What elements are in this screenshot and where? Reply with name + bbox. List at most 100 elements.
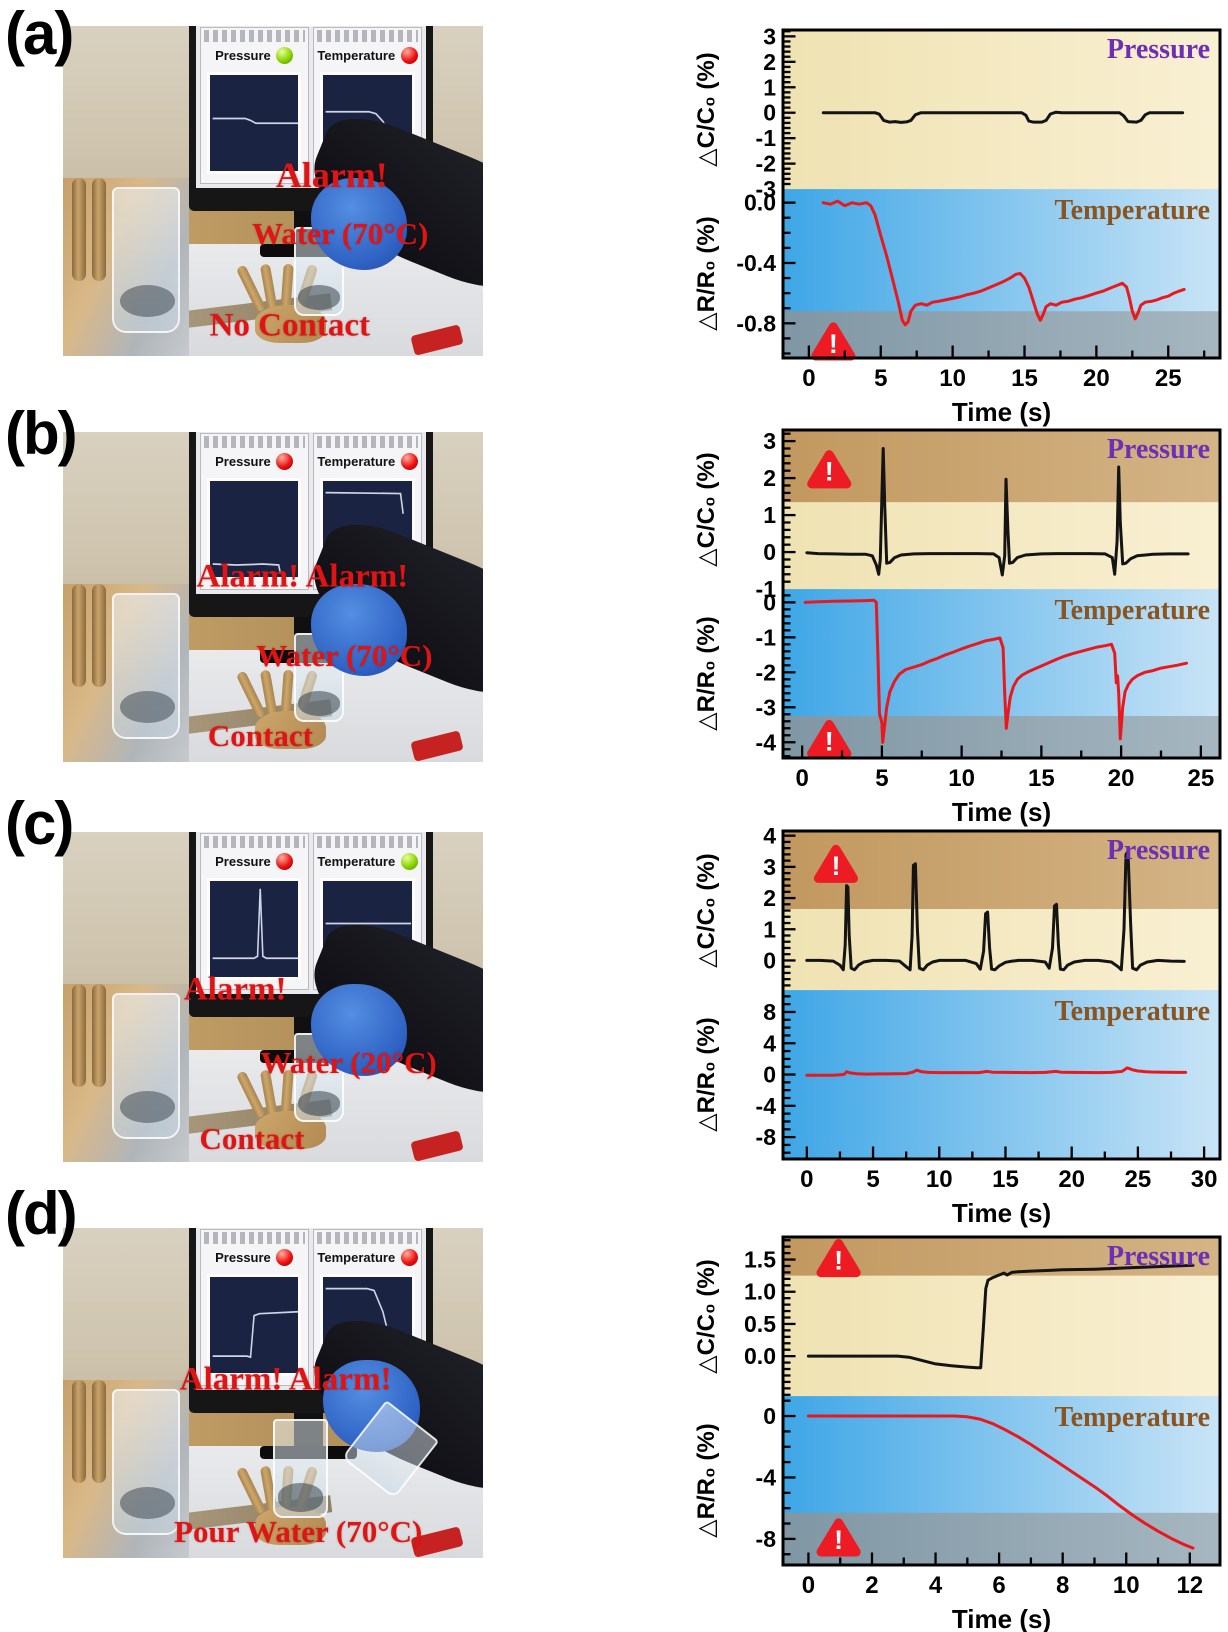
inset-finger <box>91 1379 106 1484</box>
receiving-beaker <box>273 1419 328 1519</box>
svg-text:Time (s): Time (s) <box>952 1198 1051 1228</box>
svg-text:8: 8 <box>1056 1572 1069 1599</box>
svg-text:0.0: 0.0 <box>744 1343 776 1369</box>
svg-text:12: 12 <box>1176 1572 1203 1599</box>
water <box>277 1483 324 1512</box>
panel-label-d: (d) <box>5 1180 78 1247</box>
window-title: Temperature <box>317 1249 396 1265</box>
window-title: Temperature <box>317 853 396 869</box>
mini-chart <box>207 71 302 175</box>
svg-text:0.5: 0.5 <box>744 1311 776 1337</box>
svg-text:△C/C₀ (%): △C/C₀ (%) <box>693 452 720 567</box>
inset-finger <box>71 177 86 282</box>
svg-text:8: 8 <box>763 999 776 1025</box>
svg-text:0: 0 <box>802 365 815 392</box>
status-light-red <box>400 46 418 64</box>
window-header: Temperature <box>314 448 421 474</box>
svg-text:15: 15 <box>1028 765 1055 792</box>
svg-text:4: 4 <box>763 828 776 849</box>
status-light-green <box>276 46 294 64</box>
status-light-red <box>400 1248 418 1266</box>
inset-glass <box>112 186 181 333</box>
svg-text:!: ! <box>829 329 838 359</box>
window-menu-strip <box>203 435 305 449</box>
svg-text:-8: -8 <box>756 1124 777 1150</box>
svg-text:1: 1 <box>763 916 776 942</box>
svg-text:1: 1 <box>763 502 776 528</box>
panel-b: (b) Pressure Temperature Alarm! Alarm! Wat… <box>0 400 1228 827</box>
svg-text:0: 0 <box>763 1403 776 1429</box>
inset-finger <box>71 983 86 1088</box>
overlay-layer: Alarm! Water (70°C) No Contact <box>63 26 483 356</box>
water <box>298 284 341 311</box>
svg-text:-2: -2 <box>756 151 776 177</box>
svg-text:△C/C₀ (%): △C/C₀ (%) <box>693 52 720 167</box>
status-light-red <box>276 452 294 470</box>
svg-text:-0.8: -0.8 <box>736 310 776 336</box>
svg-text:-4: -4 <box>756 729 777 755</box>
app-window-pressure: Pressure <box>199 26 309 184</box>
svg-text:△C/C₀ (%): △C/C₀ (%) <box>693 1259 720 1374</box>
svg-text:4: 4 <box>763 1030 776 1056</box>
inset-closeup <box>63 983 189 1162</box>
status-light-red <box>276 852 294 870</box>
svg-text:△C/C₀ (%): △C/C₀ (%) <box>693 853 720 968</box>
inset-glass <box>112 1388 181 1535</box>
panel-label-c: (c) <box>5 790 74 857</box>
svg-text:20: 20 <box>1083 365 1110 392</box>
svg-text:-1: -1 <box>756 125 777 151</box>
window-title: Pressure <box>215 853 271 869</box>
svg-text:0: 0 <box>795 765 808 792</box>
inset-glass <box>112 992 181 1139</box>
overlay-text: Water (70°C) <box>252 215 429 251</box>
window-header: Pressure <box>201 42 308 68</box>
app-window-pressure: Pressure <box>199 832 309 990</box>
svg-text:△R/R₀ (%): △R/R₀ (%) <box>693 1017 720 1132</box>
svg-text:Pressure: Pressure <box>1107 835 1210 866</box>
inset-finger <box>91 583 106 688</box>
svg-text:20: 20 <box>1108 765 1135 792</box>
panel-c: (c) Pressure Temperature Alarm! Water (20°… <box>0 790 1228 1228</box>
overlay-text: Alarm! <box>275 154 388 195</box>
inset-closeup <box>63 583 189 762</box>
window-menu-strip <box>203 835 305 849</box>
window-title: Temperature <box>317 47 396 63</box>
svg-text:10: 10 <box>1113 1572 1140 1599</box>
overlay-text: No Contact <box>209 307 370 344</box>
mini-chart <box>207 477 302 581</box>
svg-text:0: 0 <box>763 589 776 615</box>
svg-text:3: 3 <box>763 428 776 454</box>
window-header: Temperature <box>314 42 421 68</box>
svg-text:0: 0 <box>763 100 776 126</box>
status-light-red <box>276 1248 294 1266</box>
svg-text:-8: -8 <box>756 1526 777 1552</box>
water <box>298 1090 341 1117</box>
inset-closeup <box>63 177 189 356</box>
svg-text:5: 5 <box>874 365 887 392</box>
inset-water <box>119 690 176 723</box>
svg-text:0: 0 <box>763 539 776 565</box>
window-header: Temperature <box>314 848 421 874</box>
blue-glove <box>310 177 408 271</box>
window-menu-strip <box>317 29 418 43</box>
svg-text:Temperature: Temperature <box>1054 996 1210 1027</box>
svg-text:-4: -4 <box>756 1093 777 1119</box>
svg-text:Pressure: Pressure <box>1107 434 1210 465</box>
svg-text:2: 2 <box>763 885 776 911</box>
window-menu-strip <box>203 1231 305 1245</box>
svg-text:2: 2 <box>763 49 776 75</box>
app-window-pressure: Pressure <box>199 432 309 590</box>
svg-text:Time (s): Time (s) <box>952 1604 1051 1632</box>
svg-text:-1: -1 <box>756 624 777 650</box>
svg-text:25: 25 <box>1155 365 1182 392</box>
svg-text:1.5: 1.5 <box>744 1247 776 1273</box>
status-light-red <box>400 452 418 470</box>
svg-text:-2: -2 <box>756 659 776 685</box>
svg-text:-3: -3 <box>756 694 776 720</box>
svg-text:5: 5 <box>875 765 888 792</box>
svg-text:-1: -1 <box>756 576 777 602</box>
svg-text:!: ! <box>825 457 834 487</box>
svg-text:25: 25 <box>1125 1166 1152 1193</box>
